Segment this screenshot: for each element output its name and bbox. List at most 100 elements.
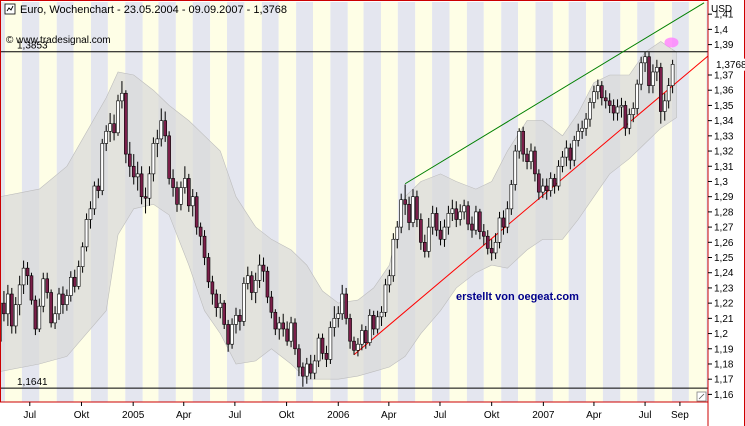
candle	[206, 252, 211, 288]
candle	[348, 313, 352, 349]
candle-body	[80, 246, 85, 267]
candle	[662, 93, 667, 121]
candle-body	[399, 199, 404, 228]
candle	[301, 362, 305, 387]
candle	[560, 151, 565, 173]
candle	[544, 178, 549, 200]
candle	[139, 166, 144, 205]
candle	[615, 99, 620, 121]
candle	[253, 272, 258, 304]
y-axis-background	[708, 0, 745, 426]
candle-body	[584, 118, 588, 129]
candle	[17, 275, 22, 316]
candle-body	[65, 295, 69, 305]
candle-body	[316, 337, 321, 362]
candle-body	[426, 226, 431, 252]
y-tick-label: 1,28	[714, 207, 734, 218]
candle	[564, 140, 569, 167]
candle	[548, 172, 553, 197]
candle-body	[218, 302, 223, 309]
candle	[454, 201, 459, 228]
candle	[611, 99, 616, 121]
resize-grip-icon[interactable]	[696, 391, 707, 402]
y-tick-label: 1,25	[714, 253, 734, 264]
candle	[419, 213, 423, 250]
candle-body	[116, 100, 120, 134]
candle	[379, 306, 384, 326]
candle	[395, 221, 400, 249]
candle	[198, 222, 203, 246]
candle	[599, 81, 604, 106]
candle	[159, 108, 164, 147]
candle	[375, 310, 380, 334]
candle-body	[242, 283, 246, 322]
y-axis-unit-label: USD	[711, 4, 732, 15]
annotation-text: erstellt von oegeat.com	[456, 291, 579, 303]
candle	[623, 100, 628, 136]
candle	[289, 316, 293, 348]
candle-body	[639, 62, 643, 85]
candle	[175, 181, 179, 212]
candle	[25, 262, 30, 285]
candle-body	[2, 302, 6, 315]
candle-body	[462, 205, 466, 213]
candle	[128, 141, 132, 177]
candle	[167, 131, 171, 185]
candle	[489, 239, 494, 261]
candle	[226, 319, 230, 352]
candle	[41, 272, 46, 313]
candle-body	[391, 238, 396, 277]
candle	[218, 294, 223, 319]
candle-body	[45, 278, 50, 293]
x-tick-label: 2005	[122, 410, 145, 421]
candle-body	[666, 85, 671, 102]
candle-body	[540, 185, 545, 193]
candle	[277, 316, 282, 340]
candle-body	[533, 150, 537, 175]
x-tick-label: Jul	[23, 410, 36, 421]
candle	[493, 233, 498, 260]
x-tick-label: Jul	[228, 410, 241, 421]
candle	[92, 181, 97, 215]
x-axis-ticks: Jul Okt 2005 Apr Jul Okt 2006 Apr Jul Okt 2007 Apr J…	[23, 402, 689, 421]
candle	[320, 333, 325, 360]
candle-body	[340, 293, 345, 315]
candle-body	[379, 311, 384, 318]
candle-body	[564, 147, 569, 158]
candle	[556, 160, 561, 191]
candle-body	[37, 305, 42, 330]
candle	[666, 78, 671, 109]
candle-body	[198, 226, 203, 237]
candle-body	[509, 184, 514, 210]
candle-body	[615, 106, 620, 114]
candle-body	[651, 71, 655, 86]
x-axis-background	[0, 402, 708, 426]
candle-body	[230, 324, 234, 345]
candle	[222, 300, 226, 329]
candle-body	[596, 85, 600, 93]
candle	[332, 306, 337, 337]
candle-body	[434, 213, 439, 231]
y-tick-label: 1,3	[714, 177, 728, 188]
candle	[269, 290, 274, 319]
candle-body	[320, 337, 325, 354]
candle	[312, 354, 317, 380]
candle-body	[454, 208, 459, 220]
chart-menu-icon[interactable]	[4, 3, 16, 15]
y-tick-label: 1,41	[714, 10, 734, 21]
candle	[631, 102, 636, 123]
candle-body	[619, 105, 624, 108]
candle	[147, 166, 152, 206]
candle	[293, 318, 297, 355]
candle	[619, 97, 624, 118]
candle-body	[84, 219, 89, 248]
candle	[552, 173, 557, 194]
candle	[592, 85, 596, 109]
candle-body	[556, 165, 561, 187]
candle	[627, 108, 632, 135]
candle	[100, 138, 105, 196]
candle	[124, 90, 128, 164]
grip-stroke	[698, 393, 705, 400]
candle	[61, 286, 65, 314]
candle-body	[151, 143, 156, 175]
